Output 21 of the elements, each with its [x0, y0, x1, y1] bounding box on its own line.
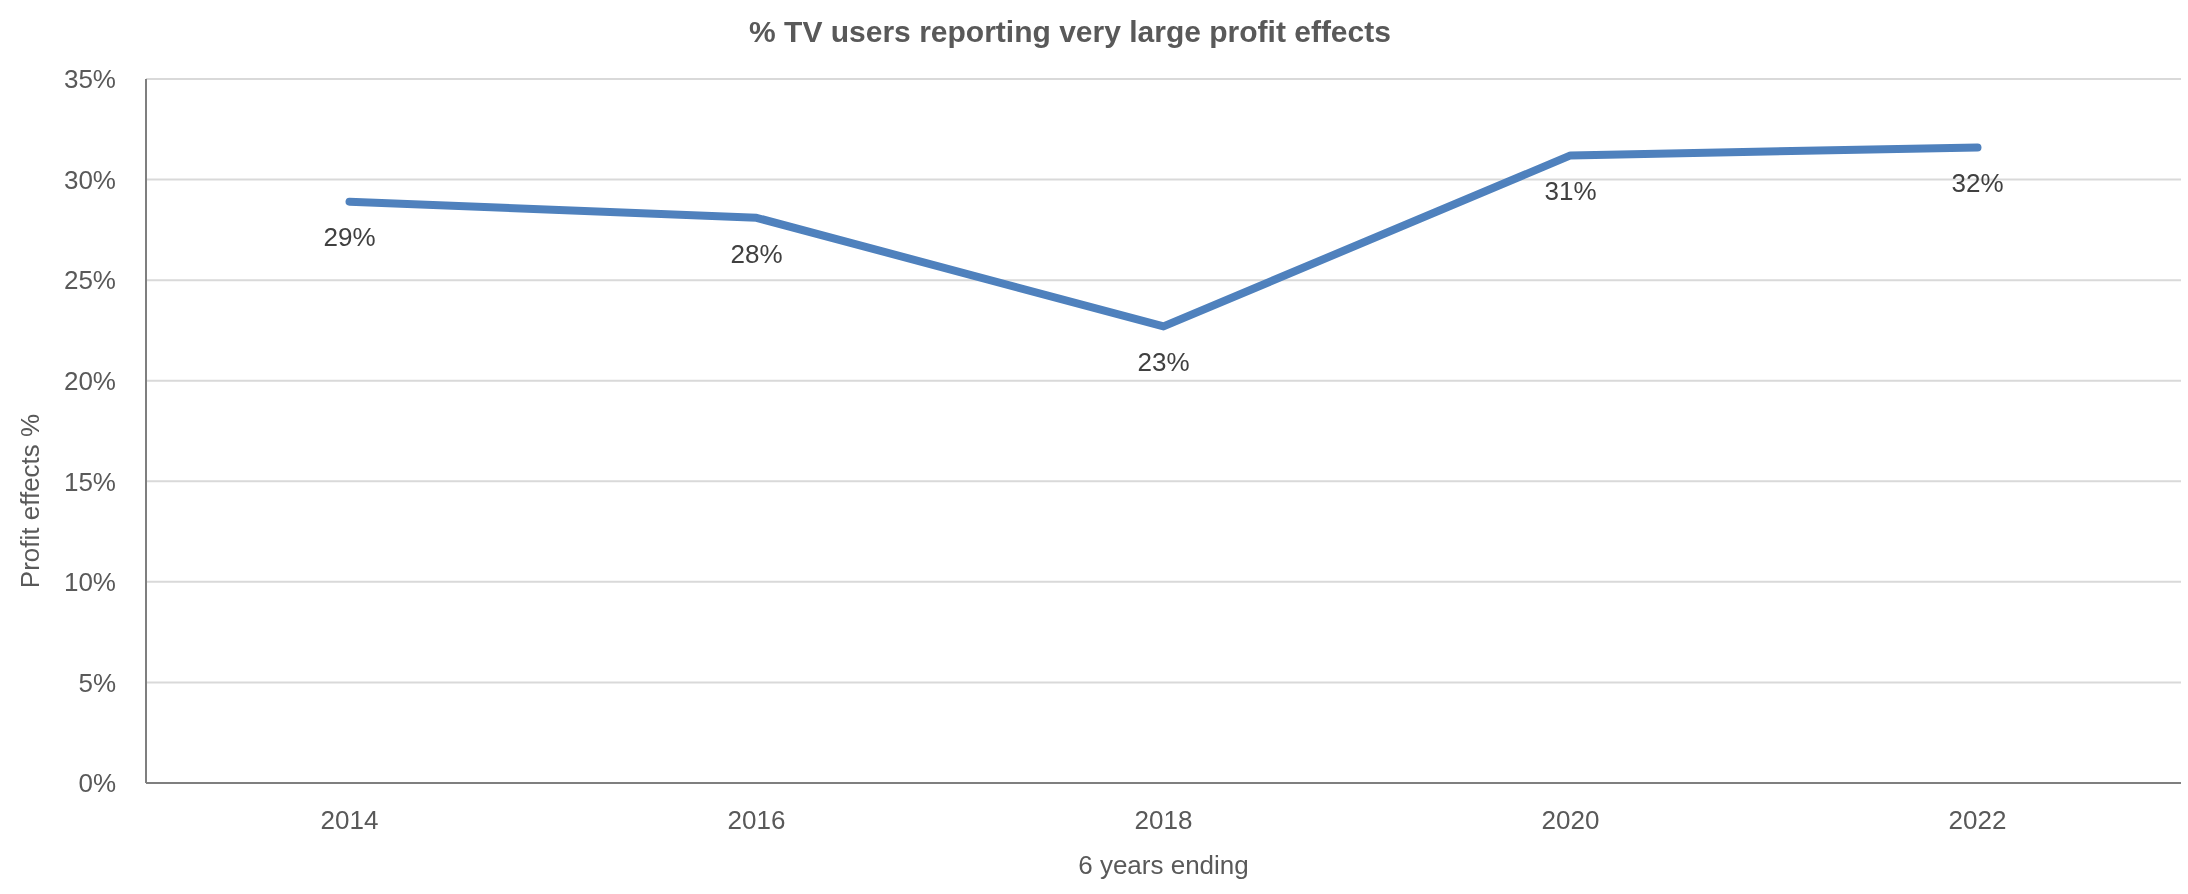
x-tick-label: 2016 [727, 805, 786, 836]
x-tick-label: 2014 [320, 805, 379, 836]
y-tick-label: 15% [63, 466, 116, 497]
data-label: 28% [730, 238, 783, 269]
y-tick-label: 30% [63, 164, 116, 195]
x-tick-label: 2018 [1134, 805, 1193, 836]
y-tick-label: 35% [63, 64, 116, 95]
data-label: 23% [1137, 347, 1190, 378]
data-label: 32% [1951, 168, 2004, 199]
y-tick-label: 5% [78, 667, 116, 698]
y-tick-label: 20% [63, 365, 116, 396]
chart-title: % TV users reporting very large profit effects [749, 15, 1391, 48]
y-tick-label: 10% [63, 567, 116, 598]
data-label: 29% [323, 222, 376, 253]
x-tick-label: 2020 [1541, 805, 1600, 836]
y-tick-label: 25% [63, 265, 116, 296]
y-tick-label: 0% [78, 768, 116, 799]
x-tick-label: 2022 [1948, 805, 2007, 836]
x-axis-title: 6 years ending [1078, 850, 1249, 880]
y-axis-title: Profit effects % [15, 413, 45, 589]
data-label: 31% [1544, 176, 1597, 207]
